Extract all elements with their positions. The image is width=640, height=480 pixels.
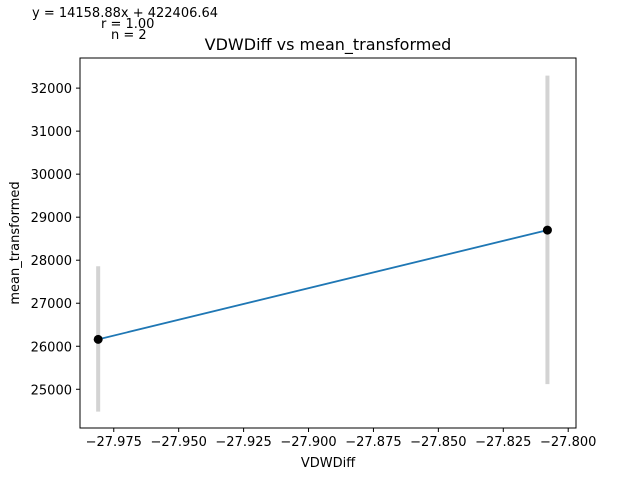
y-tick-label: 30000 xyxy=(31,168,72,183)
annotations: y = 14158.88x + 422406.64 r = 1.00 n = 2 xyxy=(32,6,218,43)
x-tick-label: −27.950 xyxy=(150,435,206,450)
x-tick-label: −27.800 xyxy=(540,435,596,450)
regression-equation: y = 14158.88x + 422406.64 xyxy=(32,6,218,21)
y-axis-ticks: 25000 26000 27000 28000 29000 30000 31000 32000 xyxy=(31,82,80,398)
x-tick-label: −27.850 xyxy=(410,435,466,450)
errorbars xyxy=(96,75,550,412)
y-tick-label: 28000 xyxy=(31,254,72,269)
data-point xyxy=(93,334,103,344)
series-lines xyxy=(97,229,548,341)
x-tick-label: −27.975 xyxy=(86,435,142,450)
x-axis-ticks: −27.975 −27.950 −27.925 −27.900 −27.875 −27.8… xyxy=(86,428,596,450)
y-tick-label: 32000 xyxy=(31,82,72,97)
y-tick-label: 27000 xyxy=(31,297,72,312)
x-tick-label: −27.900 xyxy=(280,435,336,450)
y-axis-label: mean_transformed xyxy=(8,181,23,304)
x-axis-label: VDWDiff xyxy=(301,456,356,471)
data-point xyxy=(542,225,552,235)
y-tick-label: 25000 xyxy=(31,383,72,398)
points xyxy=(93,225,552,344)
chart-title: VDWDiff vs mean_transformed xyxy=(205,35,452,55)
x-tick-label: −27.825 xyxy=(475,435,531,450)
axes-frame xyxy=(79,57,577,429)
series-line xyxy=(97,229,548,341)
x-tick-label: −27.925 xyxy=(215,435,271,450)
correlation-label: r = 1.00 xyxy=(101,17,154,32)
sample-size-label: n = 2 xyxy=(111,28,147,43)
plot-area xyxy=(93,75,552,412)
y-tick-label: 26000 xyxy=(31,340,72,355)
x-tick-label: −27.875 xyxy=(345,435,401,450)
y-tick-label: 31000 xyxy=(31,125,72,140)
y-tick-label: 29000 xyxy=(31,211,72,226)
